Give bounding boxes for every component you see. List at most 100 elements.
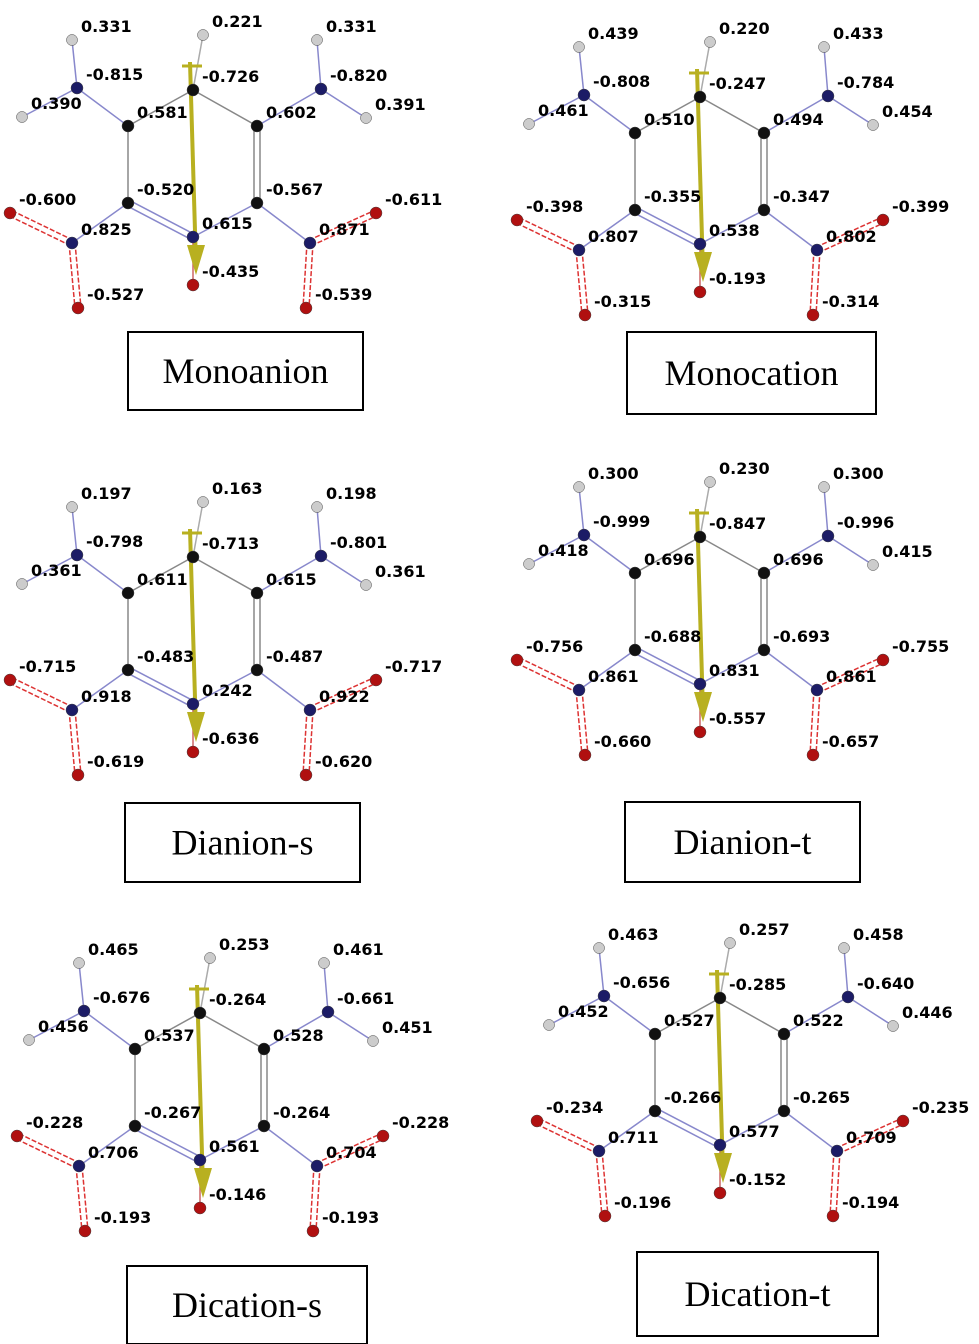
atom bbox=[819, 482, 830, 493]
bond bbox=[700, 537, 764, 573]
atom bbox=[311, 1160, 323, 1172]
atom bbox=[312, 502, 323, 513]
atom bbox=[868, 560, 879, 571]
charge-label: -0.247 bbox=[709, 74, 766, 93]
charge-label: 0.220 bbox=[719, 19, 770, 38]
charge-label: -0.661 bbox=[337, 989, 394, 1008]
charge-label: 0.163 bbox=[212, 479, 263, 498]
charge-label: 0.461 bbox=[333, 940, 384, 959]
charge-label: 0.696 bbox=[644, 550, 695, 569]
bond bbox=[72, 507, 77, 555]
atom bbox=[300, 302, 312, 314]
charge-label: -0.717 bbox=[385, 657, 442, 676]
bond bbox=[810, 690, 814, 755]
bond bbox=[129, 667, 194, 701]
charge-label: 0.602 bbox=[266, 103, 317, 122]
bond bbox=[810, 250, 814, 315]
atom bbox=[315, 550, 327, 562]
atom bbox=[4, 674, 16, 686]
atom bbox=[725, 938, 736, 949]
atom bbox=[705, 477, 716, 488]
atom bbox=[524, 559, 535, 570]
atom bbox=[649, 1105, 661, 1117]
charge-label: 0.871 bbox=[319, 220, 370, 239]
charge-label: -0.539 bbox=[315, 285, 372, 304]
bond bbox=[816, 250, 820, 315]
atom bbox=[17, 112, 28, 123]
charge-label: 0.537 bbox=[144, 1026, 195, 1045]
charge-label: 0.433 bbox=[833, 24, 884, 43]
bond bbox=[321, 89, 366, 118]
bond bbox=[830, 1151, 834, 1216]
bond bbox=[584, 535, 635, 573]
bond bbox=[836, 1151, 840, 1216]
bond bbox=[599, 948, 604, 996]
charge-label: 0.452 bbox=[558, 1002, 609, 1021]
charge-label: 0.615 bbox=[202, 214, 253, 233]
atom bbox=[629, 644, 641, 656]
atom bbox=[574, 482, 585, 493]
atom bbox=[322, 1006, 334, 1018]
charge-label: 0.221 bbox=[212, 12, 263, 31]
bond bbox=[200, 1013, 264, 1049]
bond bbox=[816, 690, 820, 755]
charge-label: 0.451 bbox=[382, 1018, 433, 1037]
charge-label: -0.527 bbox=[87, 285, 144, 304]
atom bbox=[694, 91, 706, 103]
atom bbox=[579, 749, 591, 761]
charge-label: 0.439 bbox=[588, 24, 639, 43]
bond bbox=[264, 1126, 317, 1166]
charge-label: 0.706 bbox=[88, 1143, 139, 1162]
molecule-panel: 0.163-0.7130.197-0.7980.3610.198-0.8010.… bbox=[4, 479, 442, 781]
atom bbox=[251, 664, 263, 676]
atom bbox=[370, 674, 382, 686]
atom bbox=[758, 567, 770, 579]
charge-label: -0.399 bbox=[892, 197, 949, 216]
panel-name: Dianion-s bbox=[172, 823, 314, 863]
charge-label: -0.676 bbox=[93, 988, 150, 1007]
atom bbox=[579, 309, 591, 321]
atom bbox=[714, 1187, 726, 1199]
atom bbox=[304, 237, 316, 249]
bond bbox=[77, 555, 128, 593]
bond bbox=[303, 243, 307, 308]
atom bbox=[714, 1139, 726, 1151]
charge-label: -0.267 bbox=[144, 1103, 201, 1122]
bond bbox=[84, 1011, 135, 1049]
atom bbox=[827, 1210, 839, 1222]
bond bbox=[636, 207, 701, 241]
atom bbox=[694, 238, 706, 250]
panel-name: Monoanion bbox=[163, 351, 329, 391]
atom bbox=[573, 244, 585, 256]
charge-label: -0.264 bbox=[273, 1103, 330, 1122]
atom bbox=[307, 1225, 319, 1237]
atom bbox=[778, 1028, 790, 1040]
charge-label: -0.234 bbox=[546, 1098, 603, 1117]
charge-label: -0.611 bbox=[385, 190, 442, 209]
charge-label: -0.235 bbox=[912, 1098, 969, 1117]
charge-label: 0.861 bbox=[826, 667, 877, 686]
charge-label: 0.538 bbox=[709, 221, 760, 240]
bond bbox=[257, 670, 310, 710]
bond bbox=[764, 210, 817, 250]
charge-label: 0.494 bbox=[773, 110, 824, 129]
bond bbox=[656, 1108, 721, 1142]
bond bbox=[518, 217, 580, 247]
bond bbox=[317, 507, 321, 556]
atom bbox=[251, 587, 263, 599]
bond bbox=[303, 710, 307, 775]
charge-label: -0.285 bbox=[729, 975, 786, 994]
atom bbox=[312, 35, 323, 46]
atom bbox=[67, 502, 78, 513]
charge-label: -0.726 bbox=[202, 67, 259, 86]
bond bbox=[538, 1118, 600, 1148]
charge-label: -0.999 bbox=[593, 512, 650, 531]
bond bbox=[700, 97, 764, 133]
bond bbox=[77, 88, 128, 126]
atom bbox=[129, 1043, 141, 1055]
charge-label: 0.510 bbox=[644, 110, 695, 129]
atom bbox=[888, 1021, 899, 1032]
atom bbox=[17, 579, 28, 590]
atom bbox=[807, 749, 819, 761]
molecule-panel: 0.221-0.7260.331-0.8150.3900.331-0.8200.… bbox=[4, 12, 442, 314]
